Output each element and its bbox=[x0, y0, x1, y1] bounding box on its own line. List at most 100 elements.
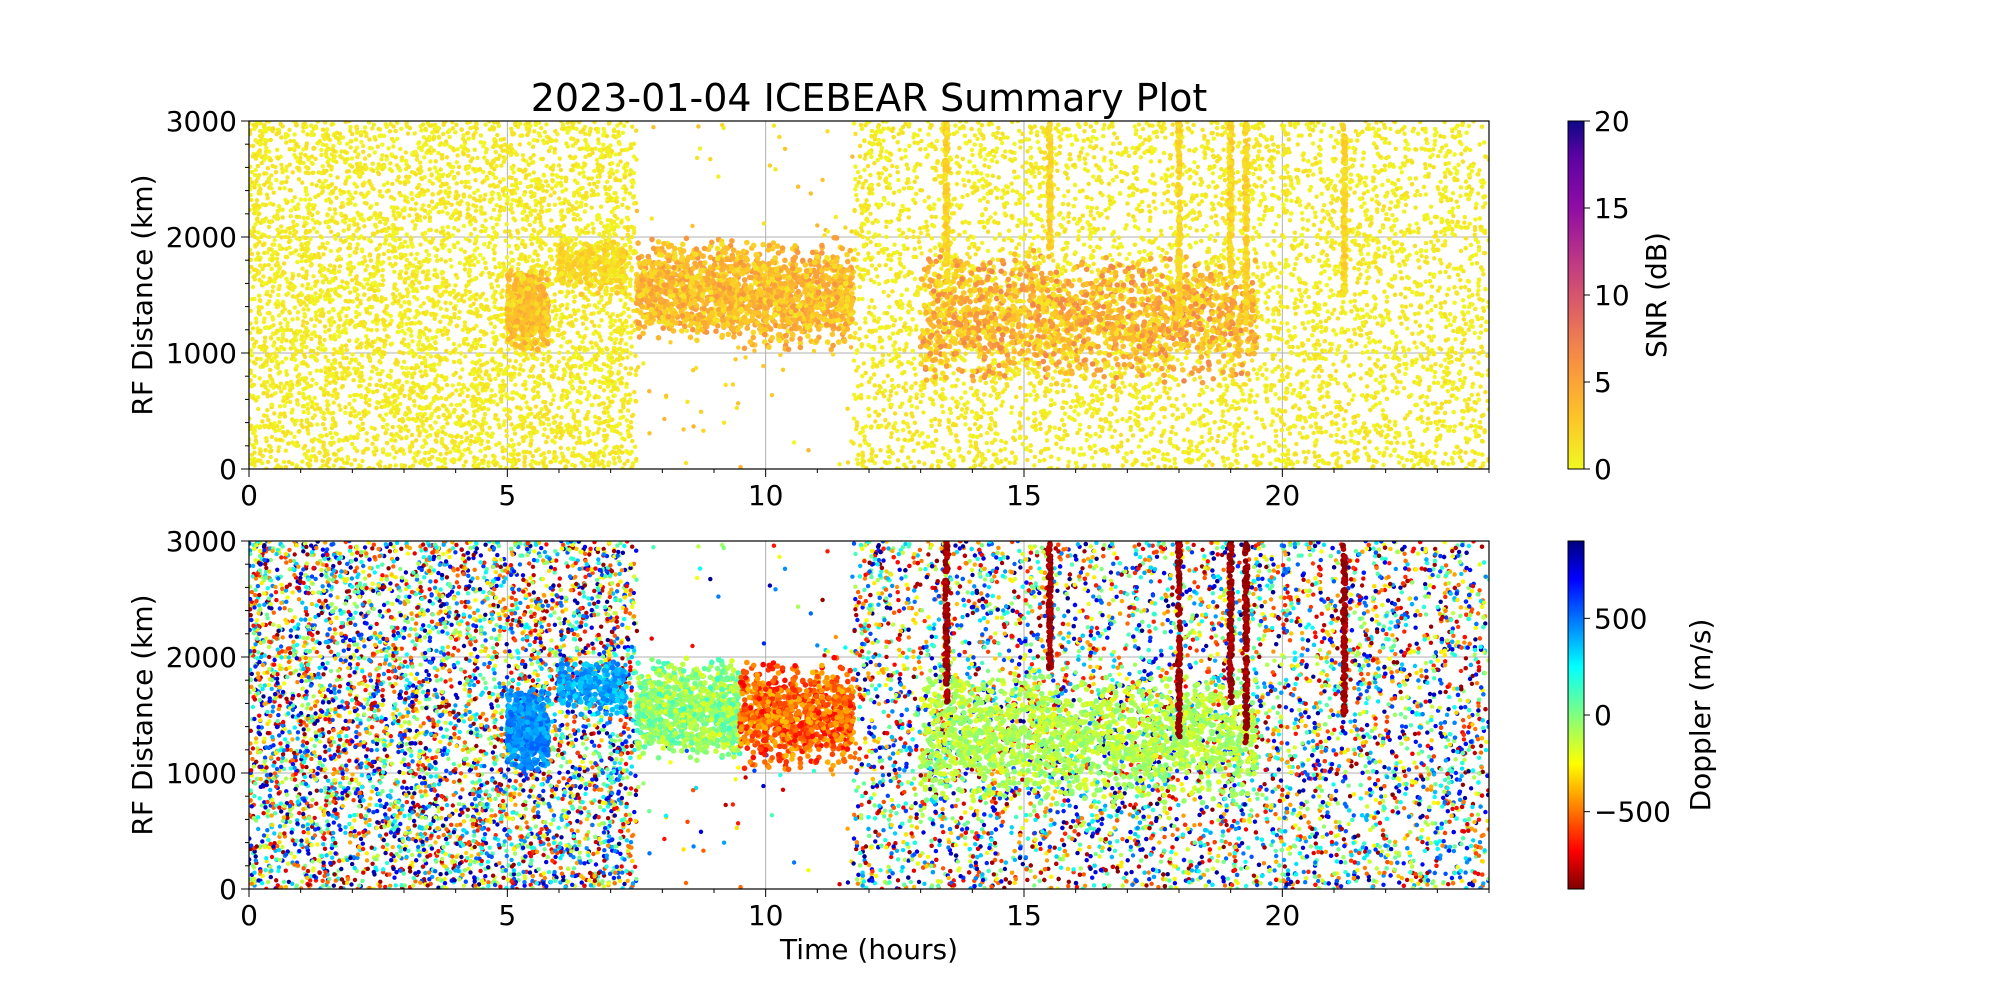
data-point bbox=[268, 279, 272, 283]
data-point bbox=[543, 456, 547, 460]
data-point bbox=[498, 265, 502, 269]
data-point bbox=[323, 246, 327, 250]
data-point bbox=[501, 379, 505, 383]
data-point bbox=[296, 293, 300, 297]
data-point bbox=[303, 198, 307, 202]
data-point bbox=[463, 185, 467, 189]
data-point bbox=[608, 143, 612, 147]
data-point bbox=[323, 324, 327, 328]
data-point bbox=[455, 153, 459, 157]
data-point bbox=[342, 157, 346, 161]
data-point bbox=[259, 345, 263, 349]
data-point bbox=[484, 304, 488, 308]
data-point bbox=[343, 405, 347, 409]
data-point bbox=[377, 172, 381, 176]
data-point bbox=[357, 281, 361, 285]
data-point bbox=[529, 442, 533, 446]
data-point bbox=[343, 369, 347, 373]
data-point bbox=[595, 158, 599, 162]
data-point bbox=[290, 276, 294, 280]
data-point bbox=[314, 382, 318, 386]
data-point bbox=[525, 215, 529, 219]
data-point bbox=[316, 141, 320, 145]
data-point bbox=[598, 385, 602, 389]
data-point bbox=[522, 192, 526, 196]
data-point bbox=[332, 149, 336, 153]
data-point bbox=[376, 127, 380, 131]
data-point bbox=[368, 376, 372, 380]
data-point bbox=[531, 145, 535, 149]
data-point bbox=[525, 405, 529, 409]
data-point bbox=[331, 308, 335, 312]
data-point bbox=[497, 124, 501, 128]
data-point bbox=[339, 212, 343, 216]
data-point bbox=[378, 220, 382, 224]
data-point bbox=[546, 417, 550, 421]
data-point bbox=[315, 279, 319, 283]
data-point bbox=[382, 404, 386, 408]
data-point bbox=[278, 186, 282, 190]
data-point bbox=[382, 344, 386, 348]
data-point bbox=[330, 182, 334, 186]
data-point bbox=[593, 395, 597, 399]
data-point bbox=[603, 406, 607, 410]
data-point bbox=[421, 270, 425, 274]
data-point bbox=[529, 421, 533, 425]
data-point bbox=[523, 456, 527, 460]
data-point bbox=[271, 202, 275, 206]
data-point bbox=[363, 268, 367, 272]
data-point bbox=[423, 231, 427, 235]
data-point bbox=[601, 234, 605, 238]
data-point bbox=[476, 260, 480, 264]
data-point bbox=[490, 192, 494, 196]
data-point bbox=[464, 237, 468, 241]
data-point bbox=[547, 137, 551, 141]
data-point bbox=[463, 146, 467, 150]
data-point bbox=[413, 131, 417, 135]
data-point bbox=[547, 409, 551, 413]
data-point bbox=[632, 194, 636, 198]
data-point bbox=[547, 350, 551, 354]
data-point bbox=[360, 171, 364, 175]
data-point bbox=[290, 317, 294, 321]
data-point bbox=[416, 141, 420, 145]
data-point bbox=[257, 240, 261, 244]
data-point bbox=[270, 315, 274, 319]
data-point bbox=[554, 367, 558, 371]
data-point bbox=[528, 223, 532, 227]
data-point bbox=[332, 464, 336, 468]
data-point bbox=[479, 273, 483, 277]
data-point bbox=[569, 168, 573, 172]
data-point bbox=[445, 308, 449, 312]
data-point bbox=[378, 360, 382, 364]
data-point bbox=[275, 216, 279, 220]
data-point bbox=[388, 167, 392, 171]
data-point bbox=[366, 355, 370, 359]
data-point bbox=[531, 228, 535, 232]
data-point bbox=[285, 201, 289, 205]
data-point bbox=[263, 448, 267, 452]
data-point bbox=[433, 368, 437, 372]
data-point bbox=[578, 365, 582, 369]
data-point bbox=[309, 286, 313, 290]
data-point bbox=[628, 351, 632, 355]
data-point bbox=[491, 454, 495, 458]
data-point bbox=[323, 137, 327, 141]
data-point bbox=[550, 178, 554, 182]
data-point bbox=[300, 283, 304, 287]
data-point bbox=[564, 187, 568, 191]
data-point bbox=[249, 198, 253, 202]
data-point bbox=[602, 362, 606, 366]
data-point bbox=[470, 368, 474, 372]
data-point bbox=[258, 129, 262, 133]
data-point bbox=[344, 281, 348, 285]
data-point bbox=[444, 397, 448, 401]
data-point bbox=[421, 122, 425, 126]
data-point bbox=[538, 411, 542, 415]
data-point bbox=[625, 418, 629, 422]
data-point bbox=[597, 416, 601, 420]
data-point bbox=[375, 400, 379, 404]
data-point bbox=[252, 185, 256, 189]
data-point bbox=[426, 463, 430, 467]
data-point bbox=[553, 292, 557, 296]
